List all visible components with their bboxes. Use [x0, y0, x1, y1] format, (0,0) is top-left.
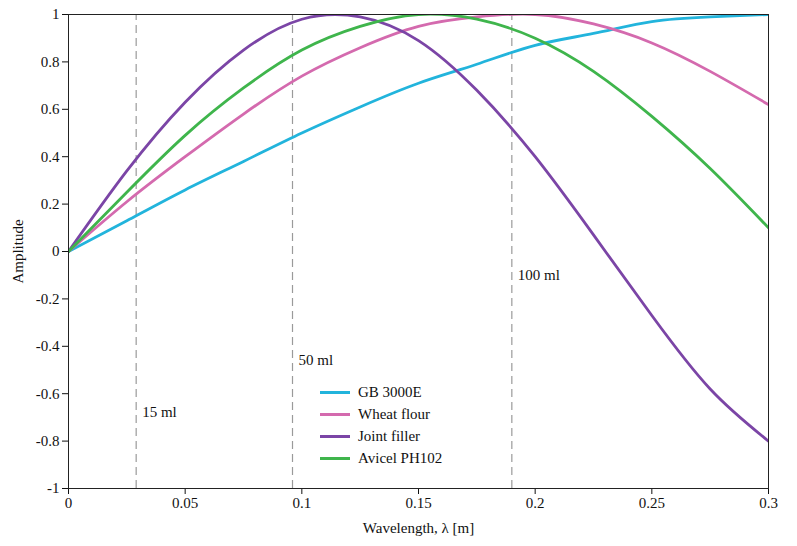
svg-text:0.4: 0.4	[41, 149, 60, 165]
svg-text:0.6: 0.6	[41, 101, 60, 117]
svg-text:100 ml: 100 ml	[518, 267, 560, 283]
svg-text:15 ml: 15 ml	[142, 404, 177, 420]
svg-text:50 ml: 50 ml	[299, 352, 334, 368]
svg-text:0.1: 0.1	[292, 495, 311, 511]
svg-text:-0.8: -0.8	[36, 433, 60, 449]
html-text:Wheat flour: Wheat flour	[358, 405, 431, 422]
svg-text:0.3: 0.3	[759, 495, 778, 511]
svg-text:0.8: 0.8	[41, 54, 60, 70]
svg-text:0.2: 0.2	[526, 495, 545, 511]
svg-text:-1: -1	[47, 480, 60, 496]
svg-text:0: 0	[52, 243, 60, 259]
svg-text:0.05: 0.05	[172, 495, 198, 511]
html-text:Joint filler: Joint filler	[358, 427, 421, 444]
svg-text:1: 1	[52, 6, 60, 22]
html-text:Avicel PH102: Avicel PH102	[358, 449, 443, 466]
svg-text:-0.2: -0.2	[36, 291, 60, 307]
svg-text:0.25: 0.25	[639, 495, 665, 511]
svg-text:0: 0	[65, 495, 73, 511]
html-text:GB 3000E: GB 3000E	[358, 383, 422, 400]
svg-text:-0.4: -0.4	[36, 338, 60, 354]
svg-text:0.2: 0.2	[41, 196, 60, 212]
svg-text:-0.6: -0.6	[36, 386, 60, 402]
svg-text:0.15: 0.15	[405, 495, 431, 511]
svg-text:Wavelength, λ [m]: Wavelength, λ [m]	[363, 520, 474, 536]
svg-text:Amplitude: Amplitude	[10, 219, 26, 284]
